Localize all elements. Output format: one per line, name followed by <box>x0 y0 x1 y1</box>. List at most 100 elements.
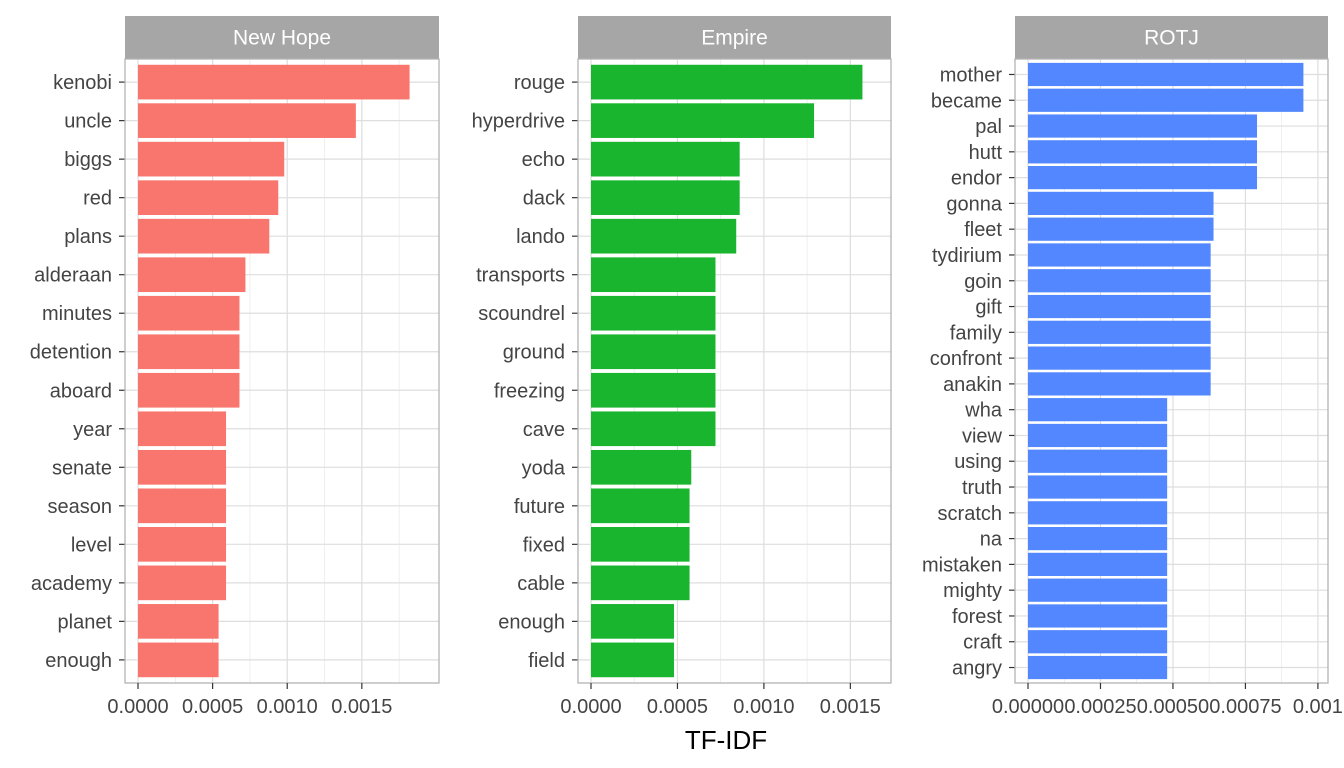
y-tick-label: enough <box>498 611 565 633</box>
bar-fleet <box>1028 217 1214 241</box>
y-tick-label: freezing <box>494 380 565 402</box>
y-tick-label: hyperdrive <box>472 111 565 133</box>
y-tick-label: tydirium <box>932 245 1002 267</box>
y-tick-label: confront <box>930 348 1003 370</box>
y-tick-label: transports <box>476 265 565 287</box>
y-tick-label: aboard <box>50 380 112 402</box>
bar-cable <box>591 565 690 601</box>
bar-yoda <box>591 449 692 485</box>
y-tick-label: wha <box>964 400 1003 422</box>
bar-mother <box>1028 62 1304 87</box>
x-tick-label: 0.0010 <box>257 696 318 718</box>
bar-view <box>1028 423 1168 448</box>
y-tick-label: cave <box>523 419 565 441</box>
y-tick-label: endor <box>951 168 1002 190</box>
bar-season <box>138 488 227 524</box>
x-tick-label: 0.0000 <box>107 696 168 718</box>
bar-wha <box>1028 398 1168 422</box>
y-tick-label: alderaan <box>34 265 112 287</box>
bar-dack <box>591 180 740 215</box>
y-tick-label: dack <box>523 188 566 210</box>
y-tick-label: truth <box>962 477 1002 499</box>
y-tick-label: pal <box>975 116 1002 138</box>
bar-gonna <box>1028 191 1214 215</box>
bar-freezing <box>591 372 716 408</box>
bar-alderaan <box>138 257 246 293</box>
y-tick-label: plans <box>64 226 112 248</box>
bar-echo <box>591 141 740 177</box>
bar-future <box>591 488 690 524</box>
panel-border <box>124 58 440 684</box>
bar-senate <box>138 449 227 485</box>
bar-biggs <box>138 141 285 177</box>
bar-plans <box>138 218 270 254</box>
bar-transports <box>591 257 716 293</box>
y-tick-label: gonna <box>946 193 1002 215</box>
bar-aboard <box>138 372 240 408</box>
y-tick-label: fixed <box>523 534 565 556</box>
y-tick-label: hutt <box>969 142 1003 164</box>
y-tick-label: anakin <box>943 374 1002 396</box>
bar-enough <box>138 642 219 678</box>
y-tick-label: lando <box>516 226 565 248</box>
bar-mistaken <box>1028 552 1168 576</box>
bar-detention <box>138 334 240 370</box>
y-tick-label: future <box>514 496 565 518</box>
x-tick-label: 0.001 <box>1293 696 1343 718</box>
y-tick-label: academy <box>31 573 112 595</box>
bar-craft <box>1028 630 1168 654</box>
y-tick-label: mighty <box>943 580 1002 602</box>
y-tick-label: red <box>83 188 112 210</box>
bar-goin <box>1028 269 1211 293</box>
bar-kenobi <box>138 64 410 100</box>
y-tick-label: mother <box>940 64 1003 86</box>
panel-border <box>1014 58 1329 684</box>
y-tick-label: rouge <box>514 72 565 94</box>
y-tick-label: detention <box>30 342 112 364</box>
x-tick-label: 0.0005 <box>182 696 243 718</box>
bar-family <box>1028 320 1211 344</box>
bar-year <box>138 411 227 447</box>
bar-ground <box>591 334 716 370</box>
bar-enough <box>591 604 674 639</box>
bar-hyperdrive <box>591 103 815 138</box>
x-tick-label: 0.00025 <box>1064 696 1136 718</box>
x-tick-label: 0.0015 <box>820 696 881 718</box>
bar-lando <box>591 218 737 254</box>
bar-mighty <box>1028 578 1168 602</box>
bar-anakin <box>1028 372 1211 396</box>
bar-uncle <box>138 103 356 138</box>
bar-field <box>591 642 674 678</box>
facet-strip-label: Empire <box>701 27 768 50</box>
facet-strip-label: New Hope <box>233 27 331 50</box>
y-tick-label: planet <box>58 611 113 633</box>
x-tick-label: 0.0015 <box>331 696 392 718</box>
bar-scratch <box>1028 501 1168 525</box>
panel-new-hope: New Hope kenobi uncle biggs red plans alderaan… <box>30 16 440 718</box>
y-tick-label: senate <box>52 457 112 479</box>
x-tick-label: 0.0010 <box>733 696 794 718</box>
bar-red <box>138 180 279 215</box>
y-tick-label: mistaken <box>922 554 1002 576</box>
y-tick-label: forest <box>952 606 1002 628</box>
bar-truth <box>1028 475 1168 499</box>
y-tick-label: enough <box>45 650 112 672</box>
y-tick-label: gift <box>975 297 1002 319</box>
y-tick-label: scratch <box>938 503 1002 525</box>
facet-strip <box>1015 16 1328 59</box>
x-tick-label: 0.0005 <box>647 696 708 718</box>
bar-rouge <box>591 64 863 100</box>
bar-planet <box>138 604 219 639</box>
y-tick-label: level <box>71 534 112 556</box>
x-tick-label: 0.00000 <box>992 696 1064 718</box>
x-tick-label: 0.00050 <box>1137 696 1209 718</box>
x-axis-title: TF-IDF <box>685 725 767 755</box>
bar-tydirium <box>1028 243 1211 267</box>
bar-cave <box>591 411 716 447</box>
y-tick-label: scoundrel <box>478 303 565 325</box>
y-tick-label: minutes <box>42 303 112 325</box>
bar-endor <box>1028 166 1258 190</box>
bar-gift <box>1028 294 1211 319</box>
y-tick-label: cable <box>517 573 565 595</box>
y-tick-label: craft <box>963 632 1002 654</box>
